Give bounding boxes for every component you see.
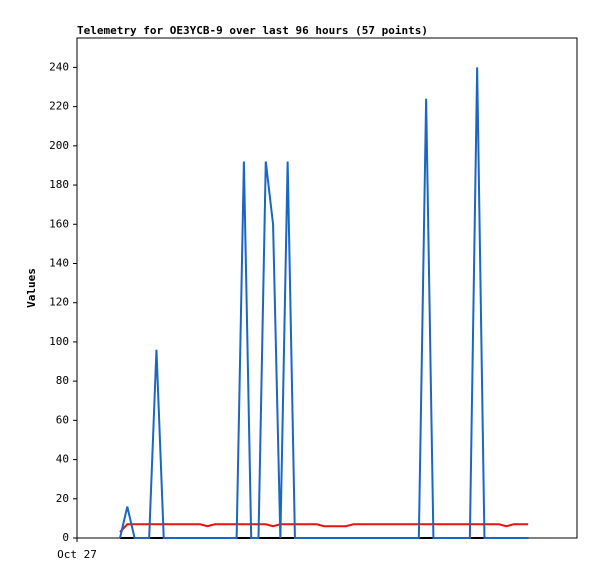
series-line	[119, 67, 529, 539]
y-tick-label: 140	[49, 256, 69, 269]
y-tick-label: 60	[56, 413, 69, 426]
x-tick-label: Oct 27	[57, 548, 97, 561]
y-tick-label: 0	[62, 531, 69, 544]
y-tick-label: 40	[56, 453, 69, 466]
y-tick-label: 200	[49, 139, 69, 152]
y-tick-label: 220	[49, 100, 69, 113]
y-tick-label: 160	[49, 217, 69, 230]
y-axis-label: Values	[25, 268, 38, 308]
y-tick-label: 240	[49, 60, 69, 73]
series-line	[119, 523, 529, 533]
y-tick-label: 120	[49, 296, 69, 309]
y-tick-label: 100	[49, 335, 69, 348]
chart-title: Telemetry for OE3YCB-9 over last 96 hour…	[77, 24, 428, 37]
y-tick-label: 20	[56, 492, 69, 505]
y-tick-label: 80	[56, 374, 69, 387]
y-tick-label: 180	[49, 178, 69, 191]
